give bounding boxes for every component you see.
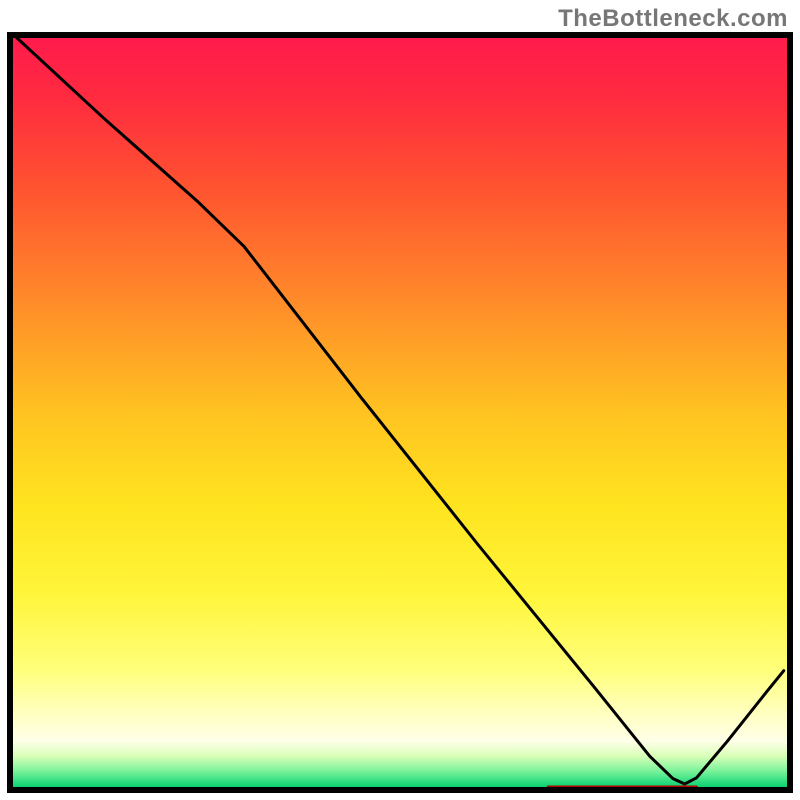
chart-container: TheBottleneck.com — [0, 0, 800, 800]
bottleneck-chart — [0, 0, 800, 800]
gradient-background — [10, 35, 790, 790]
